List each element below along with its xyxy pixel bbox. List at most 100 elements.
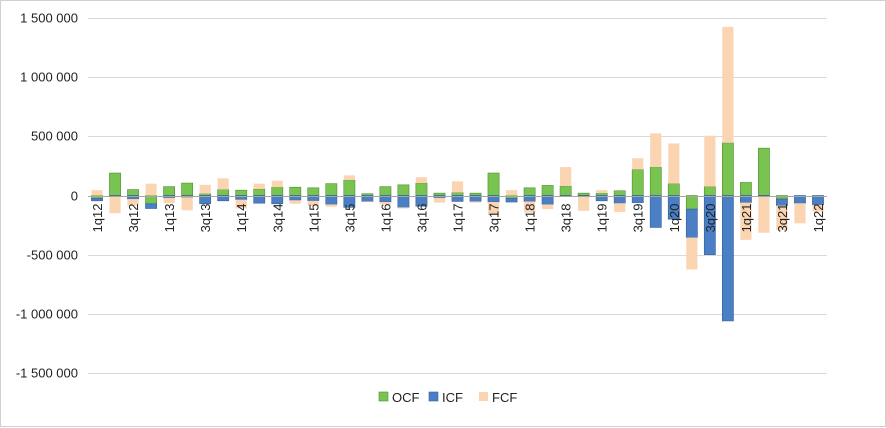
x-tick-label: 1q18 [523, 204, 538, 233]
bar-fcf-3q16 [415, 177, 428, 184]
bar-fcf-4q17 [505, 190, 518, 196]
x-tick-label: 1q20 [667, 204, 682, 233]
bar-fcf-2q21 [758, 196, 770, 233]
bar-ocf-2q18 [541, 185, 554, 196]
bar-ocf-1q19 [595, 192, 608, 196]
bar-icf-1q20 [667, 195, 680, 220]
bar-fcf-4q19 [650, 133, 662, 168]
bar-icf-1q12 [91, 198, 103, 202]
bar-fcf-3q19 [632, 158, 644, 170]
bar-ocf-3q14 [271, 186, 284, 196]
bar-ocf-1q21 [739, 182, 752, 196]
bar-fcf-2q12 [109, 196, 121, 214]
bar-icf-2q20 [685, 208, 698, 238]
x-tick-label: 3q12 [126, 204, 141, 233]
bar-fcf-4q18 [578, 196, 590, 211]
bar-fcf-4q13 [217, 178, 229, 190]
bar-icf-3q15 [343, 195, 356, 208]
bar-icf-4q13 [217, 195, 230, 202]
bar-fcf-2q19 [614, 203, 626, 213]
bars [91, 26, 824, 322]
bar-ocf-3q15 [343, 179, 356, 196]
bar-fcf-3q21 [776, 205, 788, 230]
x-tick-label: 3q20 [703, 204, 718, 233]
bar-ocf-4q20 [721, 142, 734, 196]
bar-ocf-4q18 [577, 192, 590, 196]
legend: OCF ICF FCF [378, 390, 517, 405]
legend-swatch-ocf [378, 391, 389, 402]
bar-fcf-3q12 [127, 199, 139, 206]
bar-fcf-2q20 [686, 237, 698, 270]
bar-ocf-2q16 [397, 184, 410, 196]
bar-ocf-1q16 [379, 186, 392, 196]
x-tick-label: 1q15 [306, 204, 321, 233]
y-tick-label: -1 000 000 [16, 307, 78, 322]
x-tick-label: 3q15 [342, 204, 357, 233]
bar-icf-2q14 [253, 195, 266, 204]
bar-fcf-3q13 [199, 184, 211, 194]
bar-ocf-3q12 [127, 189, 139, 196]
bar-fcf-1q19 [596, 190, 608, 194]
bar-ocf-4q13 [217, 189, 230, 196]
bar-fcf-4q16 [433, 197, 446, 203]
bar-fcf-4q20 [722, 26, 734, 143]
bar-icf-4q17 [505, 198, 518, 203]
bar-ocf-1q14 [235, 189, 248, 196]
bar-ocf-2q14 [253, 188, 266, 196]
bar-ocf-1q15 [307, 187, 320, 196]
bar-fcf-4q21 [794, 203, 806, 224]
bar-icf-3q19 [631, 195, 644, 203]
bar-fcf-1q20 [668, 143, 680, 184]
bar-fcf-3q17 [487, 202, 500, 216]
bar-ocf-3q20 [703, 186, 716, 196]
x-tick-label: 3q21 [775, 204, 790, 233]
bar-fcf-3q18 [560, 167, 572, 187]
bar-fcf-3q14 [271, 180, 283, 188]
x-tick-label: 3q14 [270, 204, 285, 233]
x-tick-label: 3q17 [487, 204, 502, 233]
x-tick-label: 1q22 [811, 204, 826, 233]
bar-ocf-2q19 [613, 190, 626, 196]
bar-icf-4q20 [721, 195, 734, 322]
bar-ocf-2q21 [758, 147, 770, 196]
bar-fcf-2q18 [542, 204, 554, 210]
bar-icf-4q12 [145, 203, 157, 209]
x-tick-label: 1q17 [451, 204, 466, 233]
y-tick-label: -1 500 000 [16, 366, 78, 381]
bar-ocf-3q17 [487, 172, 500, 196]
bar-fcf-1q18 [524, 201, 536, 213]
bar-icf-2q16 [397, 195, 410, 208]
bar-fcf-2q17 [469, 201, 482, 203]
y-tick-label: 1 500 000 [20, 11, 78, 26]
bar-icf-3q20 [703, 195, 716, 255]
x-tick-label: 1q12 [90, 204, 105, 233]
bar-ocf-1q20 [667, 183, 680, 196]
bar-ocf-3q18 [559, 185, 572, 196]
y-tick-label: -500 000 [27, 248, 78, 263]
bar-ocf-4q14 [289, 186, 302, 196]
y-tick-label: 1 000 000 [20, 70, 78, 85]
bar-fcf-3q20 [704, 135, 716, 187]
bar-fcf-1q15 [307, 200, 319, 207]
legend-label-ocf: OCF [392, 390, 420, 405]
bar-icf-3q16 [415, 195, 428, 207]
bar-icf-1q19 [595, 195, 608, 202]
x-tick-label: 3q18 [559, 204, 574, 233]
x-tick-label: 1q21 [739, 204, 754, 233]
legend-swatch-fcf [479, 392, 488, 401]
x-tick-label: 3q13 [198, 204, 213, 233]
bar-ocf-1q13 [163, 186, 176, 196]
bar-fcf-3q15 [343, 175, 355, 181]
bar-fcf-1q14 [235, 199, 247, 209]
bar-icf-3q13 [199, 195, 212, 205]
x-tick-label: 3q19 [631, 204, 646, 233]
bar-fcf-1q17 [451, 181, 464, 193]
legend-label-fcf: FCF [492, 390, 517, 405]
bar-ocf-2q20 [685, 195, 698, 210]
bar-ocf-4q19 [649, 166, 662, 196]
legend-label-icf: ICF [442, 390, 463, 405]
x-tick-label: 1q13 [162, 204, 177, 233]
bar-fcf-4q12 [145, 183, 157, 196]
x-tick-label: 1q16 [378, 204, 393, 233]
